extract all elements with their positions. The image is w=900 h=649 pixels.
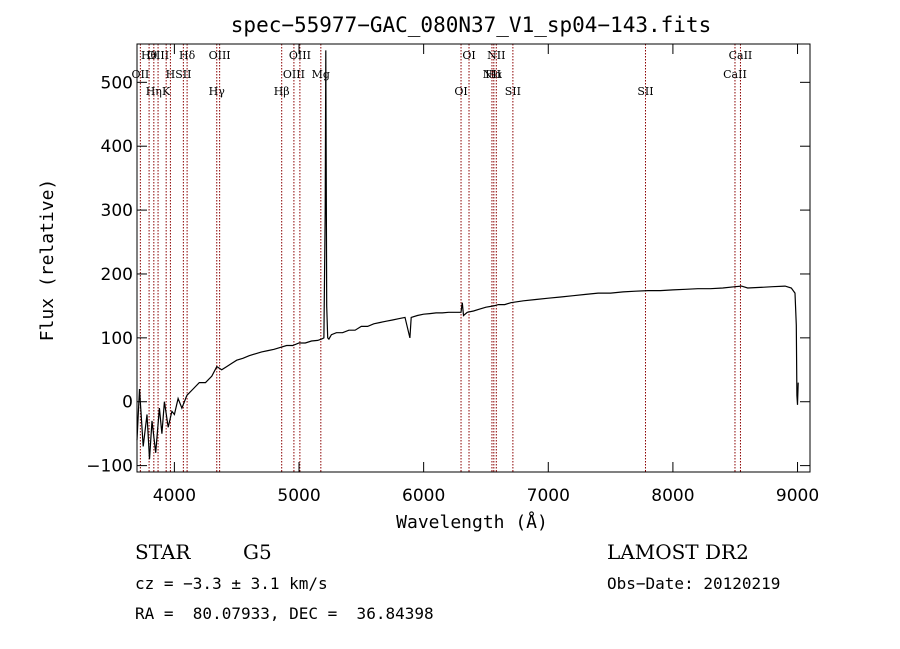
x-tick-label: 6000 — [402, 486, 445, 506]
line-label: Hα — [485, 68, 503, 81]
line-label: OI — [454, 85, 467, 98]
object-subclass: G5 — [243, 540, 272, 564]
y-tick-label: −100 — [86, 457, 133, 477]
line-label: NII — [487, 49, 505, 62]
y-tick-label: 400 — [101, 137, 133, 157]
line-label: NII — [483, 68, 501, 81]
line-label: CaII — [729, 49, 753, 62]
x-tick-label: 4000 — [153, 486, 196, 506]
x-axis-label: Wavelength (Å) — [396, 511, 548, 533]
line-label: OI — [462, 49, 475, 62]
y-tick-label: 200 — [101, 265, 133, 285]
object-class: STAR — [135, 540, 191, 564]
y-tick-label: 100 — [101, 329, 133, 349]
y-axis-label: Flux (relative) — [37, 179, 58, 342]
survey-name: LAMOST DR2 — [607, 540, 749, 564]
x-axis-ticks: 4000 5000 6000 7000 8000 9000 — [153, 44, 819, 506]
line-label: OII — [132, 68, 150, 81]
emission-line-markers: HθOIIHηOIIIHKHδSIIHγOIIIOIIIHβOIIIMgOIOI… — [132, 44, 753, 472]
redshift-cz: cz = −3.3 ± 3.1 km/s — [135, 574, 328, 593]
x-tick-label: 9000 — [776, 486, 819, 506]
line-label: OIII — [283, 68, 305, 81]
line-label: Hβ — [274, 85, 290, 98]
spectrum-series-line — [136, 50, 799, 460]
line-label: Mg — [312, 68, 330, 81]
line-label: CaII — [723, 68, 747, 81]
line-label: OIII — [147, 49, 169, 62]
y-tick-label: 500 — [101, 73, 133, 93]
line-label: Hη — [146, 85, 162, 98]
line-label: OIII — [289, 49, 311, 62]
line-label: SII — [505, 85, 521, 98]
chart-title: spec−55977−GAC_080N37_V1_sp04−143.fits — [231, 13, 711, 37]
line-label: SII — [637, 85, 653, 98]
line-label: SII — [175, 68, 191, 81]
x-tick-label: 7000 — [527, 486, 570, 506]
observation-date: Obs−Date: 20120219 — [607, 574, 781, 593]
coordinates: RA = 80.07933, DEC = 36.84398 — [135, 604, 434, 623]
y-axis-ticks: −100 0 100 200 300 400 500 — [86, 73, 810, 477]
line-label: Hγ — [209, 85, 226, 98]
y-tick-label: 300 — [101, 201, 133, 221]
line-label: OIII — [209, 49, 231, 62]
plot-frame — [136, 43, 811, 473]
x-tick-label: 8000 — [651, 486, 694, 506]
y-tick-label: 0 — [122, 393, 133, 413]
x-tick-label: 5000 — [277, 486, 320, 506]
line-label: H — [166, 68, 176, 81]
line-label: K — [162, 85, 171, 98]
line-label: Hθ — [141, 49, 158, 62]
line-label: Hδ — [179, 49, 196, 62]
